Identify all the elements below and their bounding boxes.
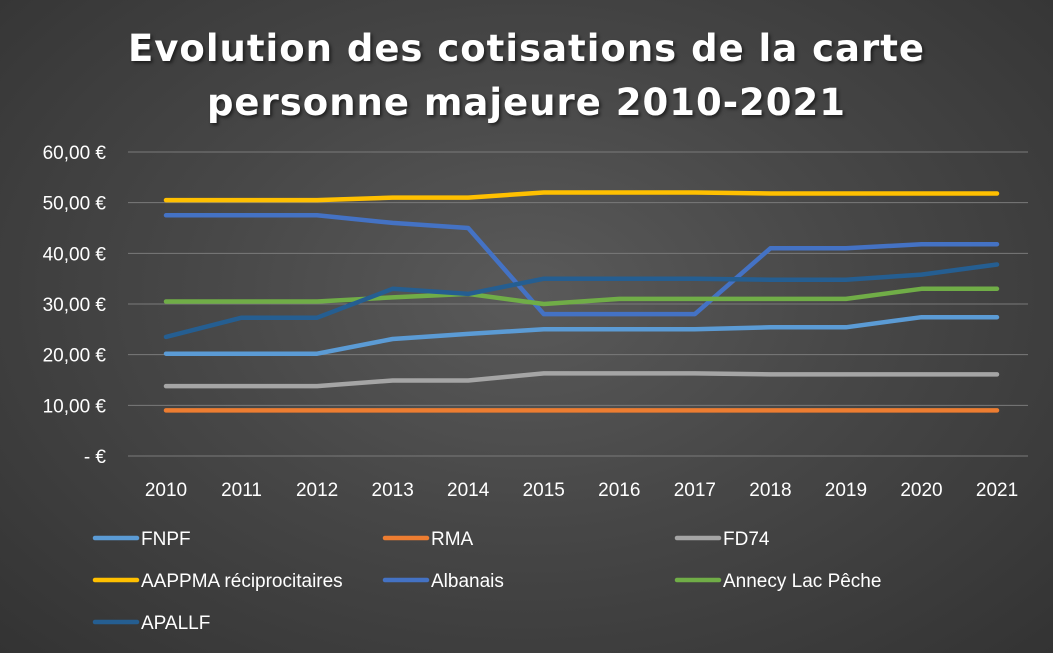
series-line-aappma-r-ciprocitaires — [163, 190, 1000, 203]
y-tick-label: - € — [84, 447, 107, 468]
x-tick-label: 2010 — [145, 480, 187, 501]
x-tick-label: 2020 — [900, 480, 942, 501]
x-tick-label: 2021 — [976, 480, 1018, 501]
x-tick-label: 2015 — [523, 480, 565, 501]
x-tick-label: 2012 — [296, 480, 338, 501]
chart-title-line-2: personne majeure 2010-2021 — [206, 81, 847, 124]
x-axis-ticks: 2010 2011 2012 2013 2014 2015 2016 2017 2018 2019… — [145, 480, 1018, 501]
legend-label-annecy-lac-p-che: Annecy Lac Pêche — [723, 571, 881, 592]
legend-label-albanais: Albanais — [431, 571, 504, 592]
y-tick-label: 30,00 € — [43, 295, 107, 316]
x-tick-label: 2018 — [749, 480, 791, 501]
x-tick-label: 2014 — [447, 480, 490, 501]
series-line-fnpf — [163, 314, 1000, 356]
y-tick-label: 20,00 € — [43, 346, 107, 367]
legend-label-aappma-r-ciprocitaires: AAPPMA réciprocitaires — [141, 571, 343, 592]
chart-title: Evolution des cotisations de la carte pe… — [0, 22, 1053, 130]
gridlines — [128, 151, 1028, 457]
y-axis-ticks: - € 10,00 € 20,00 € 30,00 € 40,00 € 50,00 € 60… — [43, 143, 107, 468]
y-tick-label: 40,00 € — [43, 244, 107, 265]
y-tick-label: 10,00 € — [43, 396, 107, 417]
x-tick-label: 2013 — [372, 480, 414, 501]
legend-label-rma: RMA — [431, 529, 474, 550]
legend-label-fd74: FD74 — [723, 529, 770, 550]
x-tick-label: 2011 — [221, 480, 262, 501]
x-tick-label: 2019 — [825, 480, 867, 501]
y-tick-label: 50,00 € — [43, 194, 107, 215]
series-line-annecy-lac-p-che — [163, 286, 1000, 307]
chart-title-line-1: Evolution des cotisations de la carte — [128, 27, 925, 70]
y-tick-label: 60,00 € — [43, 143, 107, 164]
series-line-fd74 — [163, 371, 1000, 389]
series-line-apallf — [163, 262, 1000, 340]
x-tick-label: 2016 — [598, 480, 640, 501]
series-lines — [163, 190, 1000, 413]
x-tick-label: 2017 — [674, 480, 716, 501]
legend-label-fnpf: FNPF — [141, 529, 191, 550]
legend: FNPF RMA FD74 AAPPMA réciprocitaires Albanai… — [92, 529, 881, 634]
legend-label-apallf: APALLF — [141, 613, 210, 634]
series-line-albanais — [163, 213, 1000, 317]
